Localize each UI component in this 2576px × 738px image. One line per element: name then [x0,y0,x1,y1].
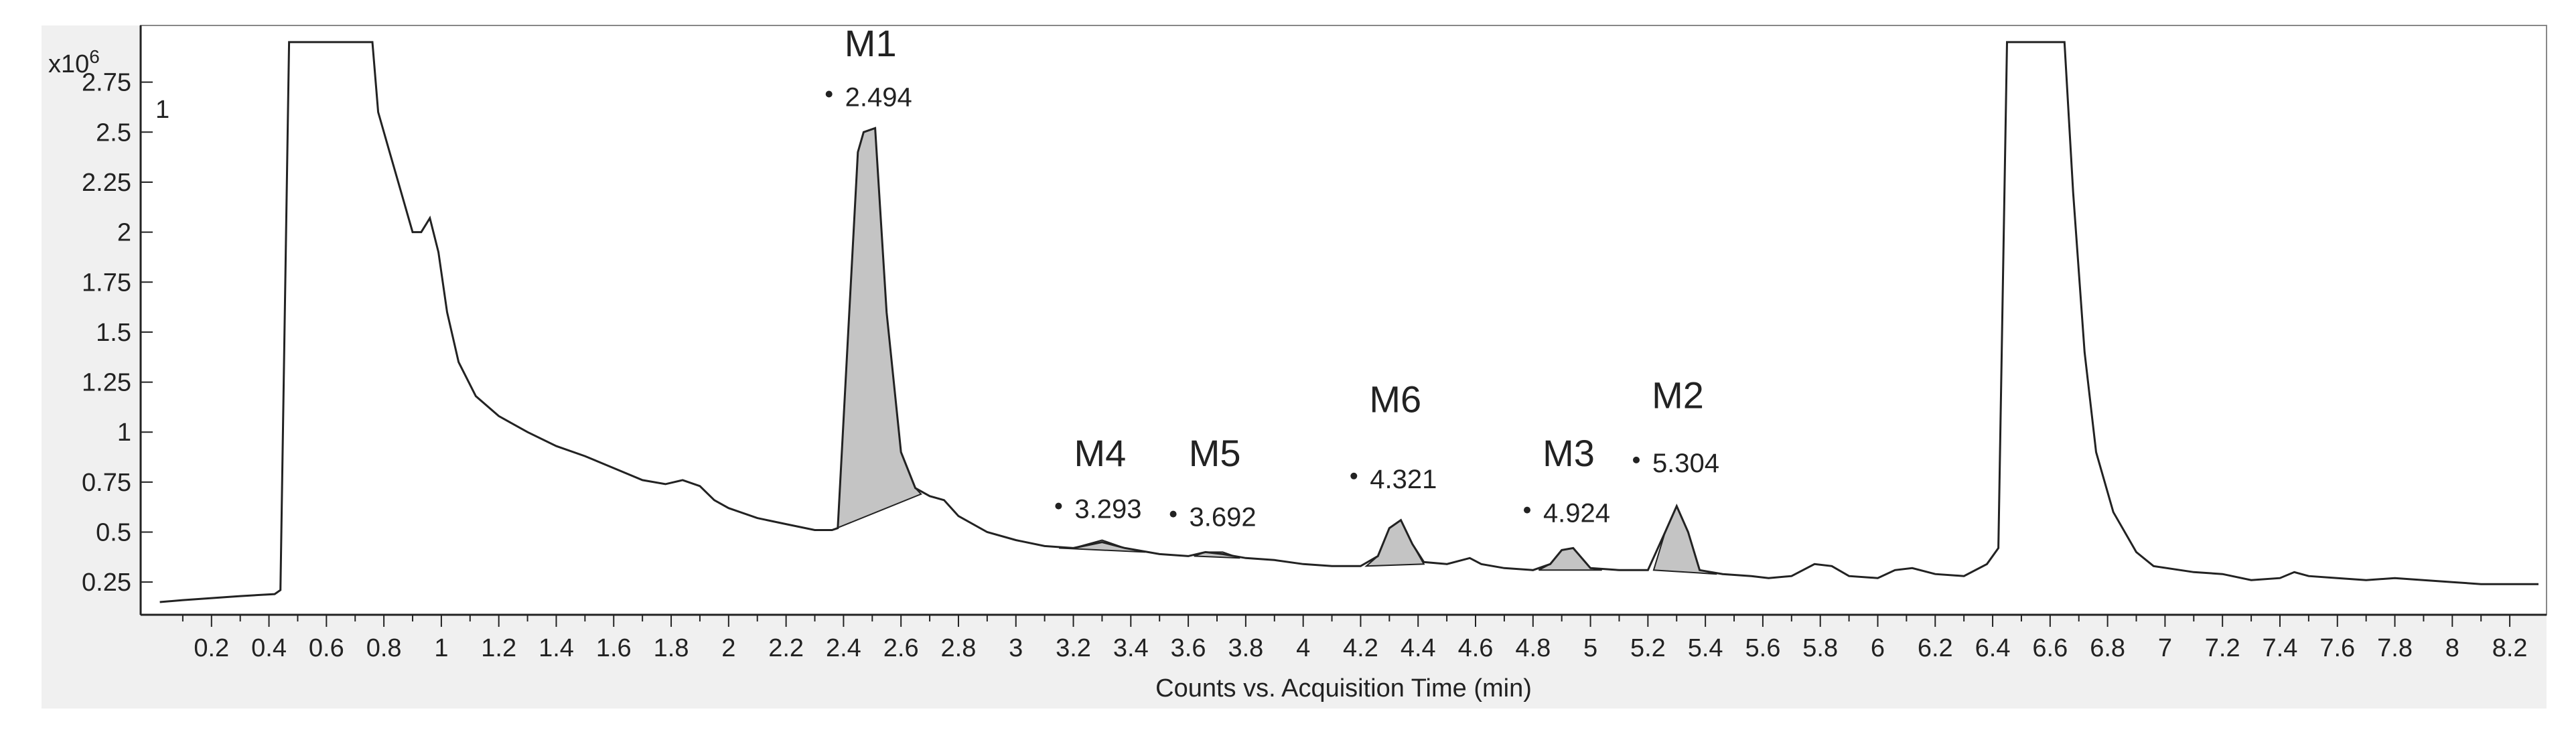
peak-marker-m4 [1055,502,1062,510]
x-tick-label: 3 [1009,634,1023,662]
x-tick-label: 0.2 [194,634,229,662]
x-tick-label: 2 [721,634,735,662]
x-tick-label: 0.8 [366,634,402,662]
x-axis-title: Counts vs. Acquisition Time (min) [1155,674,1532,703]
x-tick-label: 1 [434,634,448,662]
peak-marker-m3 [1524,506,1530,514]
x-tick-label: 7.6 [2319,634,2355,662]
x-tick-label: 6 [1871,634,1885,662]
peak-name-m2: M2 [1652,374,1704,416]
x-axis-ticks: 0.2 0.4 0.6 0.8 1 1.2 1.4 1.6 1.8 2 2.2 2.4 2.6 2.8 3 3… [182,615,2528,662]
x-tick-label: 3.4 [1113,634,1149,662]
x-tick-label: 4.6 [1458,634,1494,662]
y-axis-multiplier: x106 [48,46,100,78]
x-tick-label: 7.8 [2377,634,2413,662]
x-tick-label: 4.4 [1401,634,1436,662]
x-tick-label: 1.8 [654,634,689,662]
x-tick-label: 5.2 [1630,634,1666,662]
x-tick-label: 5 [1583,634,1597,662]
x-tick-label: 8.2 [2492,634,2528,662]
x-tick-label: 7 [2158,634,2172,662]
peak-marker-m6 [1350,472,1358,479]
x-tick-label: 3.6 [1171,634,1206,662]
y-tick-label: 1.5 [96,319,131,347]
x-tick-label: 5.8 [1802,634,1838,662]
x-tick-label: 1.2 [481,634,516,662]
x-tick-label: 3.2 [1056,634,1091,662]
peak-marker-m5 [1169,510,1177,518]
x-tick-label: 5.6 [1745,634,1781,662]
peak-rt-m4: 3.293 [1074,495,1141,524]
peak-labels: M1 2.494 M4 3.293 M5 3.692 M6 4.321 M3 4.924 M2 5.3… [825,22,1719,532]
peak-rt-m5: 3.692 [1190,503,1257,532]
y-axis-ticks: 0.25 0.5 0.75 1 1.25 1.5 1.75 2 2.25 2.5 2.75 [82,69,153,597]
y-tick-label: 0.5 [96,519,131,547]
x-tick-label: 2.2 [768,634,804,662]
x-tick-label: 7.4 [2263,634,2298,662]
peak-marker-m2 [1633,456,1640,463]
x-tick-label: 6.8 [2090,634,2125,662]
x-tick-label: 6.6 [2032,634,2068,662]
x-tick-label: 6.2 [1918,634,1953,662]
peak-name-m4: M4 [1074,432,1127,474]
y-tick-label: 0.75 [82,469,131,497]
y-tick-label: 1.25 [82,369,131,397]
x-tick-label: 3.8 [1228,634,1263,662]
x-tick-label: 1.4 [539,634,574,662]
x-tick-label: 4 [1296,634,1310,662]
peak-rt-m2: 5.304 [1652,449,1719,478]
peak-marker-m1 [825,90,833,98]
x-tick-label: 5.4 [1688,634,1723,662]
peak-rt-m3: 4.924 [1543,499,1610,528]
peak-name-m3: M3 [1543,432,1595,474]
y-tick-label: 2.5 [96,119,131,147]
trace-index-label: 1 [155,96,169,124]
y-tick-label: 1 [117,419,131,447]
x-tick-label: 8 [2445,634,2459,662]
peak-name-m6: M6 [1369,378,1421,420]
x-tick-label: 2.4 [826,634,861,662]
x-tick-label: 2.6 [883,634,919,662]
peak-name-m5: M5 [1189,432,1241,474]
x-tick-label: 7.2 [2205,634,2240,662]
peak-rt-m6: 4.321 [1370,465,1437,494]
x-tick-label: 0.6 [309,634,344,662]
trace-line [159,41,2538,603]
x-tick-label: 4.2 [1343,634,1378,662]
plot-area [140,25,2547,615]
x-tick-label: 4.8 [1515,634,1551,662]
peak-rt-m1: 2.494 [845,83,912,113]
peak-name-m1: M1 [845,22,897,64]
x-tick-label: 0.4 [251,634,287,662]
y-tick-label: 2 [117,219,131,247]
y-tick-label: 2.25 [82,169,131,197]
y-tick-label: 0.25 [82,569,131,597]
y-tick-label: 2.75 [82,69,131,97]
x-tick-label: 6.4 [1975,634,2011,662]
y-tick-label: 1.75 [82,269,131,297]
x-tick-label: 2.8 [941,634,977,662]
x-tick-label: 1.6 [596,634,632,662]
